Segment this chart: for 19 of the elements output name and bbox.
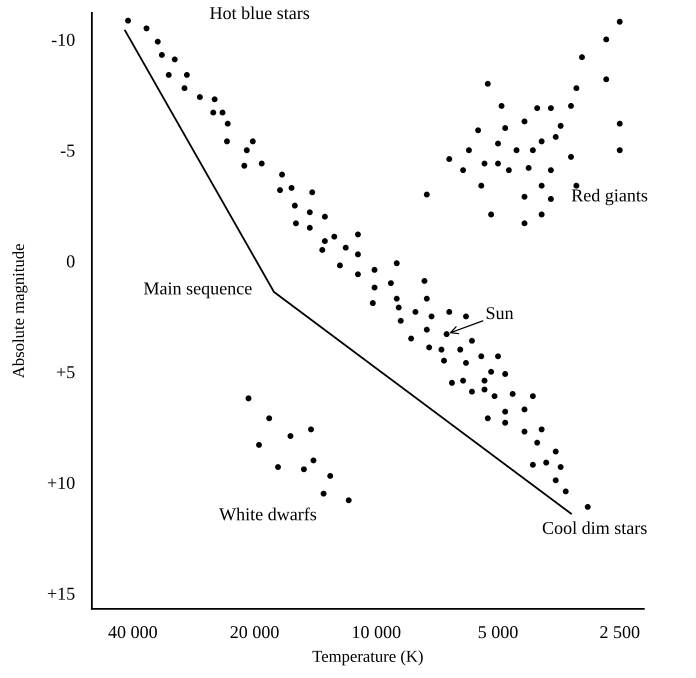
annotation: Hot blue stars [210,6,310,20]
y-tick-label: +15 [48,588,74,600]
annotation: Red giants [572,188,648,206]
y-tick-label: -10 [52,34,75,46]
annotation: Sun [486,307,514,320]
x-tick-label: 10 000 [353,626,400,638]
y-axis-title: Absolute magnitude [12,244,28,378]
y-tick-label: 0 [66,255,75,268]
x-tick-label: 5 000 [478,626,518,638]
annotation: Cool dim stars [542,521,647,534]
x-axis-title: Temperature (K) [312,650,423,666]
y-tick-label: -5 [60,144,74,157]
annotation: White dwarfs [219,508,316,520]
x-tick-label: 20 000 [230,626,279,638]
x-tick-label: 2 500 [600,626,640,638]
y-tick-label: +10 [48,476,75,490]
y-tick-label: +5 [56,366,74,378]
x-tick-label: 40 000 [108,626,157,638]
annotation: Main sequence [144,282,252,298]
